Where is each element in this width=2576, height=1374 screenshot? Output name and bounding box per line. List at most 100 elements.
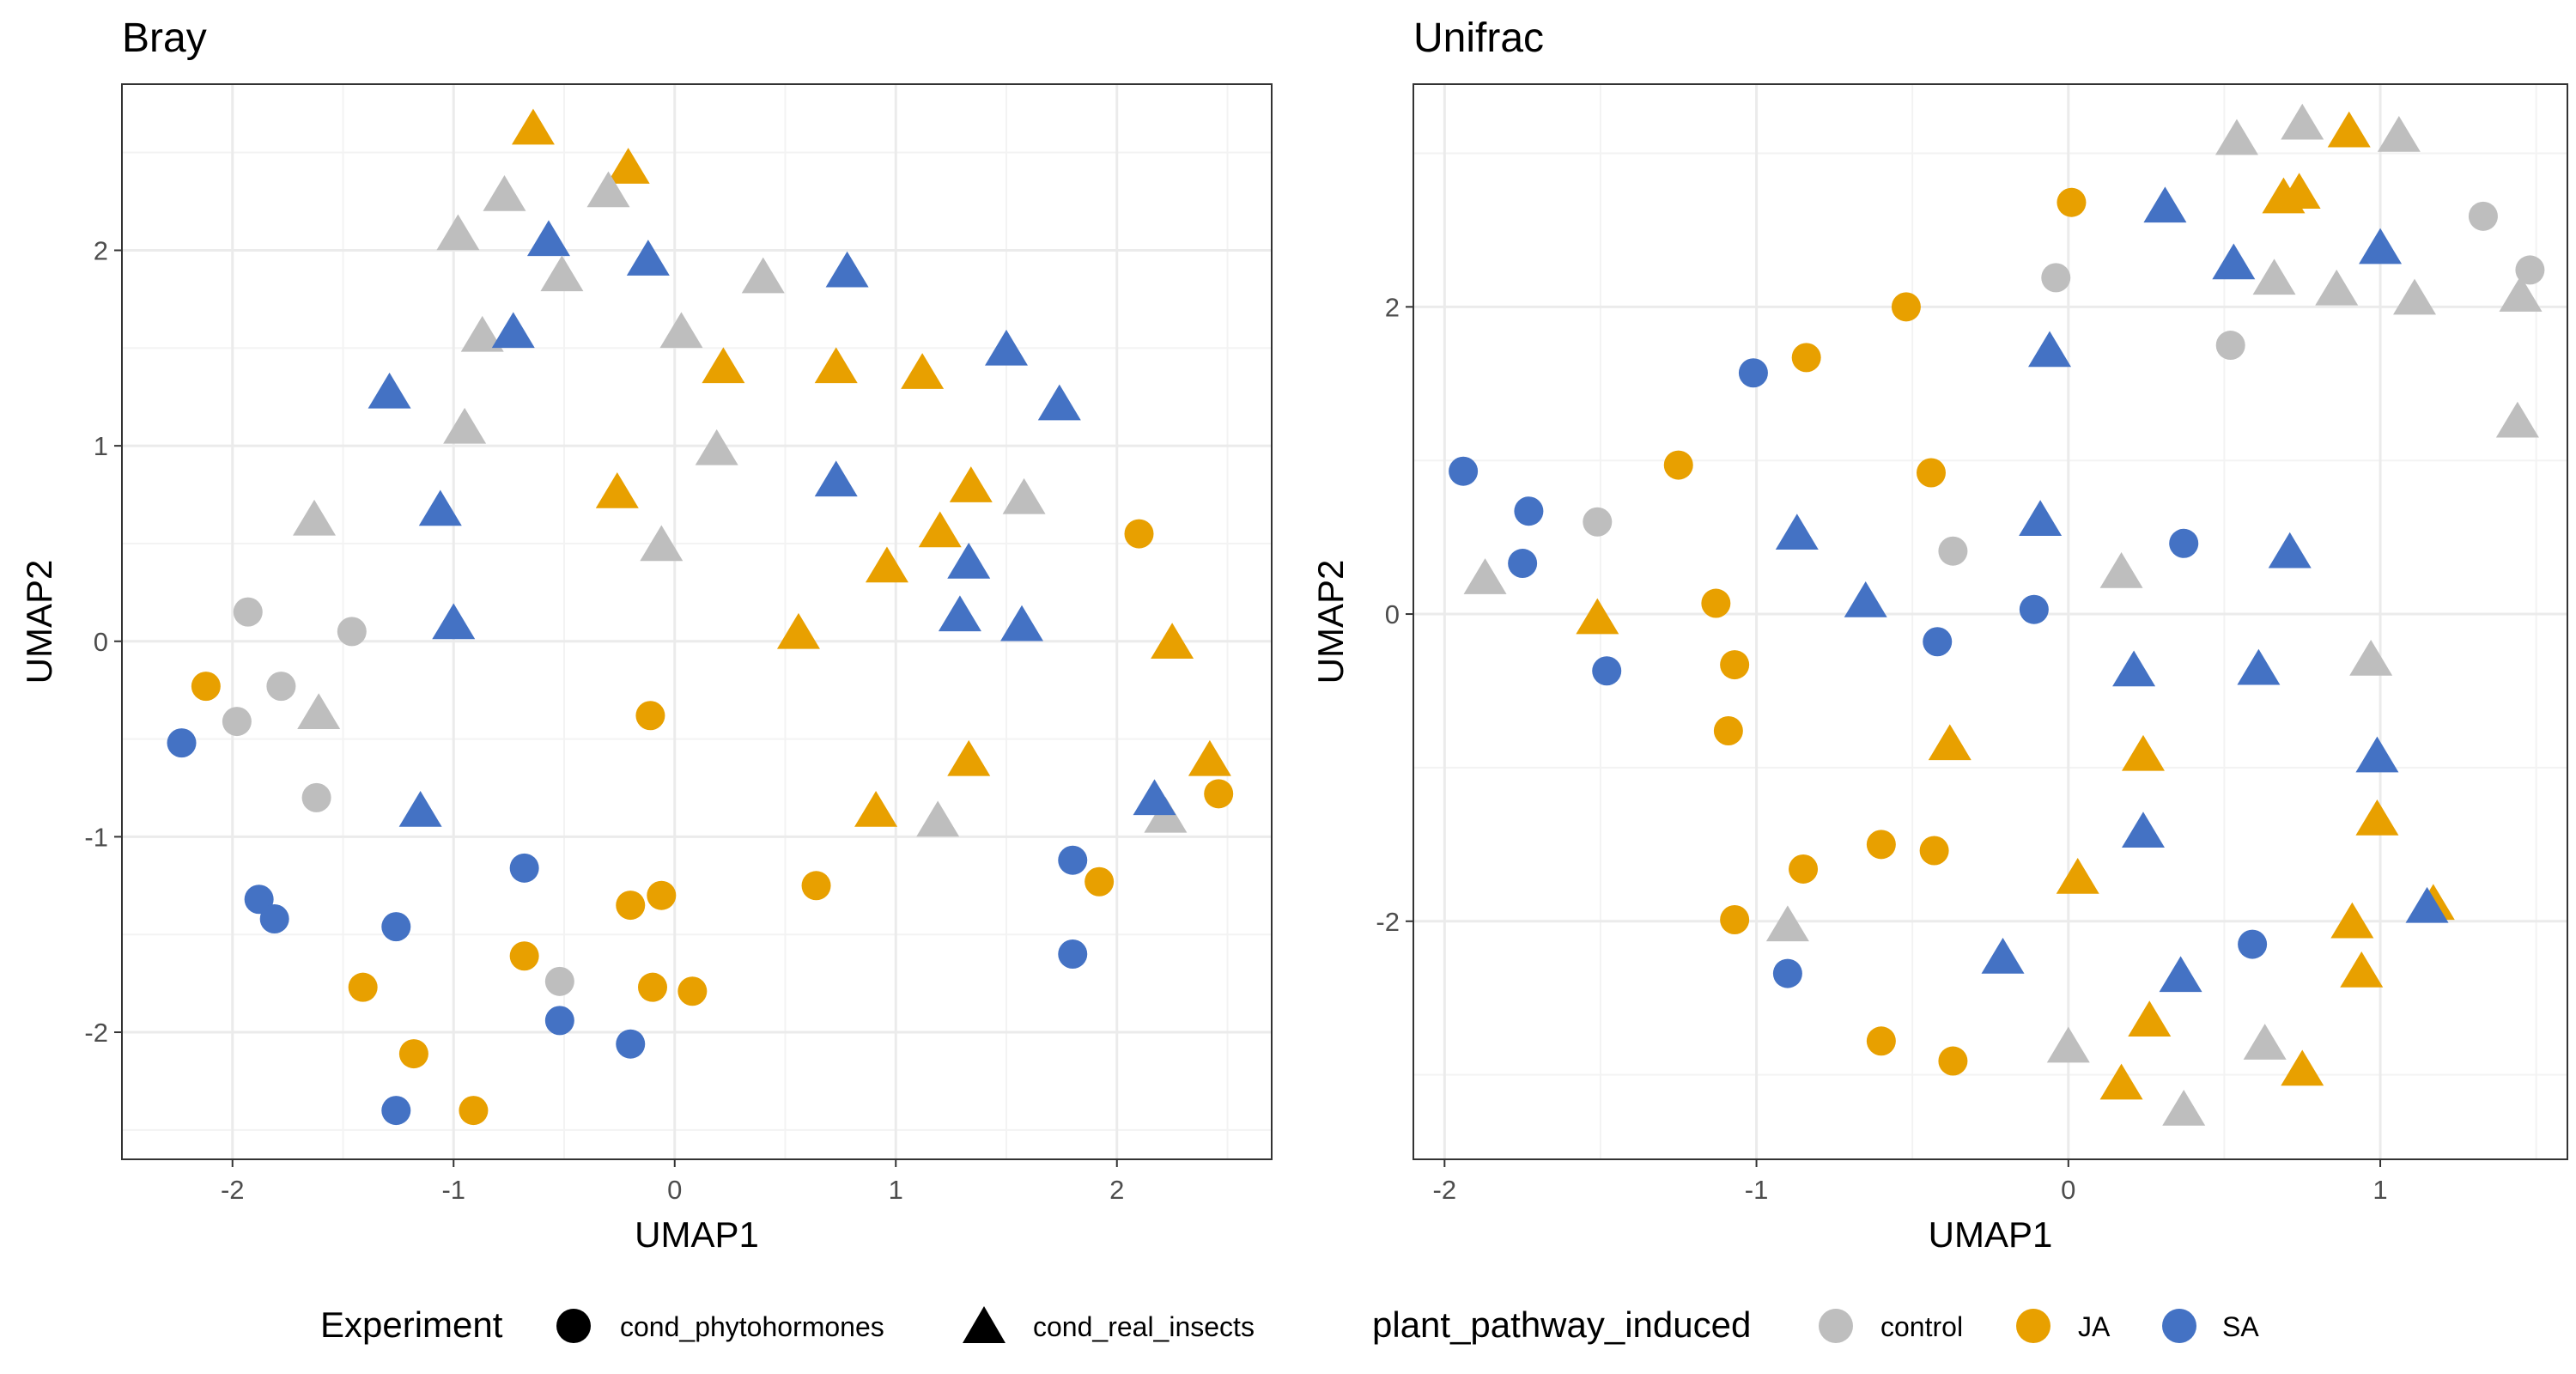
x-tick-label: -2 bbox=[221, 1175, 245, 1205]
point-sa-triangle bbox=[491, 312, 535, 349]
point-control-triangle bbox=[2243, 1024, 2287, 1060]
point-control-triangle bbox=[1463, 558, 1507, 594]
y-tick-label: -2 bbox=[84, 1018, 108, 1048]
point-ja-circle bbox=[398, 1039, 428, 1069]
point-sa-circle bbox=[509, 853, 539, 883]
point-ja-circle bbox=[616, 891, 646, 921]
point-sa-triangle bbox=[1775, 514, 1819, 550]
point-sa-triangle bbox=[2121, 812, 2165, 848]
point-control-circle bbox=[301, 782, 331, 812]
legend-ja-swatch bbox=[2016, 1309, 2050, 1343]
point-control-triangle bbox=[2215, 119, 2258, 155]
point-sa-circle bbox=[244, 885, 274, 915]
point-ja-circle bbox=[1866, 830, 1896, 860]
point-ja-circle bbox=[1916, 458, 1946, 488]
point-control-circle bbox=[544, 966, 574, 996]
point-control-circle bbox=[266, 672, 296, 702]
point-ja-circle bbox=[1919, 836, 1949, 866]
point-sa-triangle bbox=[1844, 581, 1887, 617]
point-sa-triangle bbox=[398, 791, 442, 827]
y-axis-title: UMAP2 bbox=[19, 560, 59, 684]
point-sa-circle bbox=[544, 1006, 574, 1036]
point-control-triangle bbox=[297, 693, 341, 729]
point-sa-circle bbox=[1514, 496, 1544, 526]
x-tick-label: -2 bbox=[1433, 1175, 1457, 1205]
point-ja-circle bbox=[2057, 187, 2087, 217]
point-ja-triangle bbox=[1576, 598, 1619, 635]
legend-triangle-icon bbox=[963, 1306, 1005, 1343]
point-control-triangle bbox=[2393, 278, 2437, 315]
legend-label-sa: SA bbox=[2222, 1311, 2259, 1342]
x-axis-title: UMAP1 bbox=[1929, 1214, 2053, 1255]
point-ja-triangle bbox=[947, 739, 991, 776]
x-axis-title: UMAP1 bbox=[635, 1214, 759, 1255]
point-sa-circle bbox=[1592, 656, 1622, 686]
legend-control-swatch bbox=[1819, 1309, 1853, 1343]
point-ja-circle bbox=[1663, 450, 1693, 480]
x-tick-label: -1 bbox=[1745, 1175, 1769, 1205]
x-tick-label: 1 bbox=[2372, 1175, 2387, 1205]
point-control-circle bbox=[2215, 331, 2245, 361]
point-ja-triangle bbox=[814, 347, 858, 384]
point-sa-circle bbox=[1449, 456, 1479, 486]
point-ja-triangle bbox=[901, 353, 945, 389]
point-ja-triangle bbox=[702, 347, 745, 384]
point-control-circle bbox=[337, 617, 367, 647]
point-sa-triangle bbox=[2019, 500, 2063, 536]
point-ja-circle bbox=[1891, 292, 1921, 322]
point-control-circle bbox=[2041, 263, 2071, 293]
point-sa-triangle bbox=[2405, 886, 2449, 923]
point-sa-triangle bbox=[432, 603, 476, 640]
y-tick-label: -2 bbox=[1376, 907, 1400, 937]
point-control-triangle bbox=[2315, 269, 2359, 306]
point-sa-triangle bbox=[814, 460, 858, 497]
point-ja-circle bbox=[1713, 715, 1743, 745]
point-sa-triangle bbox=[947, 542, 991, 579]
point-ja-triangle bbox=[776, 612, 820, 649]
point-ja-triangle bbox=[2128, 1000, 2172, 1037]
legend-label-control: control bbox=[1880, 1311, 1963, 1342]
point-ja-circle bbox=[638, 972, 667, 1002]
point-sa-triangle bbox=[2359, 228, 2403, 264]
y-tick-label: -1 bbox=[84, 822, 108, 852]
point-sa-triangle bbox=[626, 240, 670, 276]
point-ja-triangle bbox=[918, 511, 962, 548]
point-ja-circle bbox=[1938, 1046, 1968, 1076]
point-ja-circle bbox=[1866, 1026, 1896, 1056]
point-control-triangle bbox=[640, 525, 683, 562]
point-control-triangle bbox=[2499, 276, 2543, 312]
point-sa-triangle bbox=[2355, 736, 2399, 773]
point-control-circle bbox=[222, 707, 252, 737]
point-ja-circle bbox=[1720, 650, 1750, 680]
point-control-triangle bbox=[443, 407, 487, 444]
legend-label-real-insects: cond_real_insects bbox=[1033, 1311, 1255, 1342]
point-sa-triangle bbox=[2212, 243, 2256, 280]
point-control-triangle bbox=[2281, 103, 2324, 140]
point-control-triangle bbox=[659, 312, 703, 349]
point-sa-triangle bbox=[1981, 937, 2025, 974]
point-control-circle bbox=[2515, 255, 2545, 285]
point-control-triangle bbox=[293, 499, 337, 536]
legend-circle-icon bbox=[556, 1309, 591, 1343]
point-control-triangle bbox=[2046, 1026, 2090, 1063]
point-control-triangle bbox=[483, 175, 526, 211]
x-tick-label: 0 bbox=[2061, 1175, 2075, 1205]
point-ja-circle bbox=[1789, 854, 1819, 884]
point-sa-circle bbox=[381, 1096, 411, 1126]
point-sa-circle bbox=[2169, 528, 2199, 558]
point-control-triangle bbox=[2349, 639, 2393, 676]
point-sa-triangle bbox=[526, 220, 570, 257]
point-control-triangle bbox=[695, 429, 738, 465]
point-ja-triangle bbox=[2281, 1049, 2324, 1086]
point-sa-triangle bbox=[2028, 331, 2072, 368]
point-ja-triangle bbox=[2056, 857, 2099, 894]
legend-label-phytohormones: cond_phytohormones bbox=[620, 1311, 884, 1342]
point-ja-triangle bbox=[2099, 1063, 2143, 1100]
x-tick-label: 0 bbox=[667, 1175, 682, 1205]
legend: Experiment cond_phytohormones cond_real_… bbox=[320, 1304, 2259, 1345]
point-ja-triangle bbox=[511, 108, 555, 145]
point-sa-circle bbox=[2238, 929, 2268, 959]
point-ja-circle bbox=[1720, 904, 1750, 934]
point-ja-triangle bbox=[2327, 111, 2371, 148]
point-control-triangle bbox=[1002, 477, 1046, 514]
